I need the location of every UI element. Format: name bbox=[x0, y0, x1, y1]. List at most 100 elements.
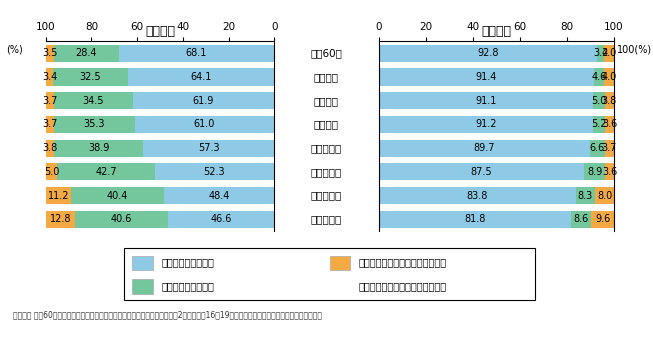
Text: 5.0: 5.0 bbox=[591, 96, 607, 106]
Bar bbox=[379, 163, 584, 180]
Bar bbox=[590, 140, 605, 157]
Text: （備考） 昭和60年から平成１３年は，総務省「労働力調査特別調査」（各年2月）より，16，19年は「労働力調査（詳細集計）」より作成。: （備考） 昭和60年から平成１３年は，総務省「労働力調査特別調査」（各年2月）よ… bbox=[13, 310, 322, 319]
Text: (%): (%) bbox=[7, 45, 24, 55]
Bar bbox=[133, 256, 153, 270]
Bar bbox=[379, 116, 593, 133]
Text: 3.6: 3.6 bbox=[602, 167, 617, 177]
Bar bbox=[46, 163, 57, 180]
Text: 91.2: 91.2 bbox=[475, 119, 497, 129]
Bar bbox=[46, 187, 71, 204]
Text: 平成１６年: 平成１６年 bbox=[311, 190, 342, 200]
Bar bbox=[46, 140, 54, 157]
Text: 64.1: 64.1 bbox=[190, 72, 212, 82]
Bar bbox=[46, 68, 54, 86]
Text: 42.7: 42.7 bbox=[95, 167, 117, 177]
Bar bbox=[71, 187, 164, 204]
Bar bbox=[605, 92, 614, 109]
Bar bbox=[584, 163, 605, 180]
Text: 38.9: 38.9 bbox=[88, 143, 110, 153]
Bar bbox=[379, 211, 571, 228]
Text: 52.3: 52.3 bbox=[204, 167, 225, 177]
Bar bbox=[593, 92, 605, 109]
Bar bbox=[133, 92, 274, 109]
Bar bbox=[128, 68, 274, 86]
Text: 平成元年: 平成元年 bbox=[314, 72, 339, 82]
Text: 68.1: 68.1 bbox=[185, 48, 207, 58]
Bar bbox=[605, 68, 614, 86]
Text: 3.4: 3.4 bbox=[42, 72, 57, 82]
Bar bbox=[46, 211, 75, 228]
Bar bbox=[54, 140, 143, 157]
Bar bbox=[54, 92, 133, 109]
Text: 3.8: 3.8 bbox=[42, 143, 57, 153]
Text: 8.9: 8.9 bbox=[587, 167, 603, 177]
Text: 平成１３年: 平成１３年 bbox=[311, 167, 342, 177]
Bar bbox=[571, 211, 591, 228]
Text: 平成１０年: 平成１０年 bbox=[311, 143, 342, 153]
Bar bbox=[605, 45, 614, 62]
Bar bbox=[54, 45, 119, 62]
Text: 34.5: 34.5 bbox=[83, 96, 104, 106]
Bar bbox=[143, 140, 274, 157]
Text: 平成１９年: 平成１９年 bbox=[311, 214, 342, 224]
Text: 48.4: 48.4 bbox=[208, 190, 230, 200]
Bar bbox=[164, 187, 274, 204]
Bar bbox=[591, 211, 614, 228]
Text: 3.7: 3.7 bbox=[42, 119, 57, 129]
Text: 4.6: 4.6 bbox=[592, 72, 607, 82]
Text: その他（労働者派遣事業者の派遣: その他（労働者派遣事業者の派遣 bbox=[358, 257, 447, 267]
Text: 89.7: 89.7 bbox=[473, 143, 495, 153]
Text: 5.0: 5.0 bbox=[44, 167, 59, 177]
Text: 100(%): 100(%) bbox=[617, 45, 652, 55]
Bar bbox=[594, 68, 605, 86]
Text: 正規の職員・従業者: 正規の職員・従業者 bbox=[161, 257, 214, 267]
Text: 3.2: 3.2 bbox=[593, 48, 609, 58]
Text: 92.8: 92.8 bbox=[477, 48, 499, 58]
Text: ＜男性＞: ＜男性＞ bbox=[481, 25, 511, 38]
Text: 11.2: 11.2 bbox=[48, 190, 69, 200]
Text: 32.5: 32.5 bbox=[80, 72, 101, 82]
Text: 社員，契約社員・喱託，その他）: 社員，契約社員・喱託，その他） bbox=[358, 281, 447, 291]
Text: 12.8: 12.8 bbox=[50, 214, 71, 224]
Text: 57.3: 57.3 bbox=[198, 143, 219, 153]
Bar bbox=[605, 116, 614, 133]
Bar bbox=[379, 187, 576, 204]
Text: 4.0: 4.0 bbox=[601, 48, 616, 58]
Text: 40.6: 40.6 bbox=[110, 214, 132, 224]
Bar bbox=[75, 211, 168, 228]
Text: 平成４年: 平成４年 bbox=[314, 96, 339, 106]
Text: 28.4: 28.4 bbox=[75, 48, 97, 58]
Bar bbox=[46, 45, 54, 62]
Bar bbox=[605, 140, 614, 157]
Bar bbox=[379, 92, 593, 109]
Bar bbox=[168, 211, 274, 228]
Text: 6.6: 6.6 bbox=[590, 143, 605, 153]
Text: 87.5: 87.5 bbox=[471, 167, 492, 177]
Text: ＜女性＞: ＜女性＞ bbox=[145, 25, 175, 38]
Bar bbox=[135, 116, 274, 133]
Text: 91.1: 91.1 bbox=[475, 96, 496, 106]
Text: 61.0: 61.0 bbox=[194, 119, 215, 129]
Bar bbox=[54, 116, 135, 133]
Text: 3.7: 3.7 bbox=[602, 143, 617, 153]
Text: 81.8: 81.8 bbox=[464, 214, 486, 224]
Bar bbox=[54, 68, 128, 86]
Bar bbox=[379, 68, 594, 86]
Bar bbox=[57, 163, 155, 180]
Bar bbox=[605, 163, 614, 180]
Bar bbox=[155, 163, 274, 180]
Bar bbox=[379, 45, 597, 62]
Bar bbox=[593, 116, 605, 133]
Bar bbox=[597, 45, 605, 62]
Text: 4.0: 4.0 bbox=[601, 72, 616, 82]
Text: 61.9: 61.9 bbox=[193, 96, 214, 106]
Bar bbox=[379, 140, 590, 157]
Text: 35.3: 35.3 bbox=[84, 119, 105, 129]
Bar bbox=[330, 256, 351, 270]
Text: 91.4: 91.4 bbox=[475, 72, 497, 82]
Text: 8.3: 8.3 bbox=[578, 190, 593, 200]
Text: 3.8: 3.8 bbox=[601, 96, 616, 106]
Text: 5.2: 5.2 bbox=[592, 119, 607, 129]
Text: 3.6: 3.6 bbox=[602, 119, 617, 129]
Text: パート・アルバイト: パート・アルバイト bbox=[161, 281, 214, 291]
